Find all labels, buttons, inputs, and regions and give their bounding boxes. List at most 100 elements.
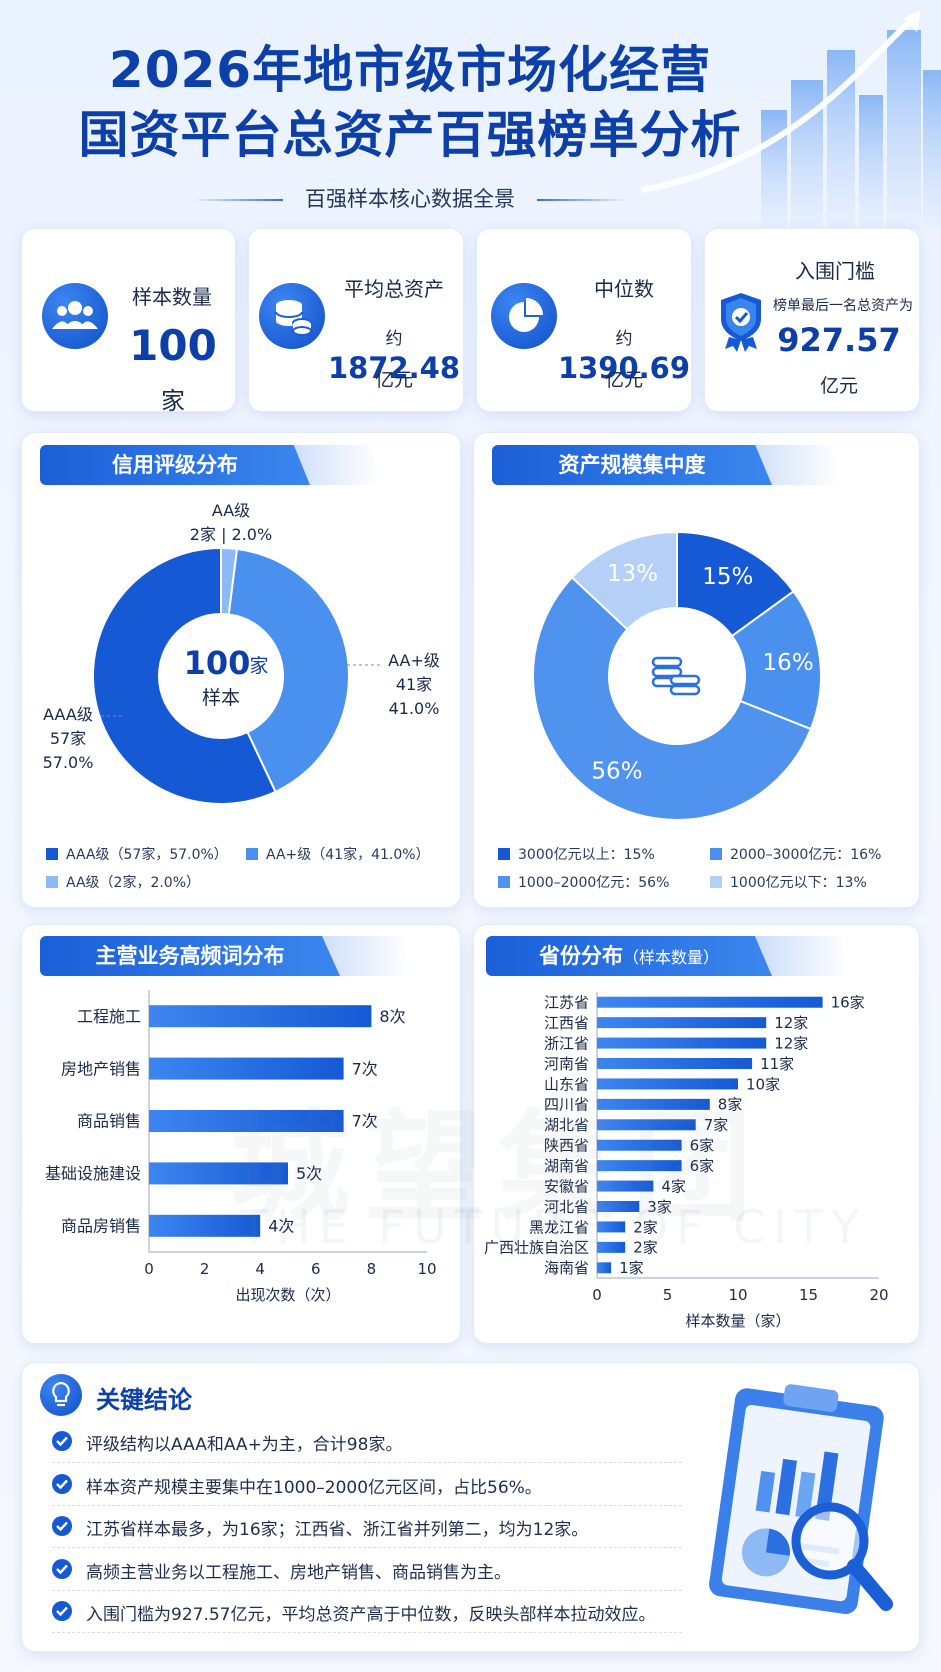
bar — [149, 1162, 288, 1185]
stat-note: 榜单最后一名总资产为 — [773, 298, 913, 314]
asset-scale-donut-chart: 15% 16% 56% 13% — [532, 530, 822, 821]
x-tick-label: 4 — [255, 1260, 265, 1278]
bar-value-label: 8次 — [379, 1007, 405, 1026]
x-tick-label: 20 — [869, 1286, 888, 1304]
donut-slice-0 — [92, 546, 277, 805]
coins-icon — [259, 283, 325, 349]
bar — [597, 1119, 696, 1131]
check-icon — [52, 1558, 72, 1579]
hero-banner: 2026年地市级市场化经营 国资平台总资产百强榜单分析 百强样本核心数据全景 — [0, 0, 941, 230]
check-icon — [52, 1473, 72, 1494]
x-tick-label: 10 — [417, 1260, 436, 1278]
category-label: 湖南省 — [544, 1157, 589, 1175]
x-tick-label: 10 — [728, 1286, 747, 1304]
clipboard-report-illustration — [709, 1384, 893, 1614]
legend-item: 1000–2000亿元：56% — [498, 872, 669, 892]
bar-value-label: 4次 — [268, 1217, 294, 1236]
bar-value-label: 8家 — [718, 1096, 743, 1114]
donut-slice-3 — [570, 530, 678, 631]
slice-label-aaplus: AA+级 — [388, 651, 440, 670]
category-label: 江西省 — [544, 1014, 589, 1032]
slice-count-pct-aa: 2家 | 2.0% — [190, 525, 272, 544]
bar — [149, 1214, 261, 1237]
slice-label-aaa: AAA级 — [43, 705, 93, 724]
conclusion-text: 高频主营业务以工程施工、房地产销售、商品销售为主。 — [86, 1562, 511, 1583]
legend-text: 3000亿元以上：15% — [518, 847, 655, 863]
shield-check-icon — [721, 293, 761, 352]
category-label: 基础设施建设 — [45, 1164, 141, 1183]
category-label: 商品销售 — [77, 1112, 141, 1131]
x-axis-label: 出现次数（次） — [235, 1286, 340, 1304]
category-label: 工程施工 — [77, 1007, 141, 1026]
stat-number: 100 — [129, 321, 217, 370]
page-title-line1: 2026年地市级市场化经营 — [108, 41, 712, 99]
conclusion-text: 样本资产规模主要集中在1000–2000亿元区间，占比56%。 — [86, 1477, 542, 1498]
category-label: 河北省 — [544, 1198, 589, 1216]
bar — [149, 1110, 344, 1132]
category-label: 房地产销售 — [61, 1059, 141, 1078]
credit-rating-donut-chart: 100 家样本 AAA级 57家 57.0% AA+级 41家 41.0% AA级 2家 | 2.… — [43, 501, 440, 805]
subtitle-text: 百强样本核心数据全景 — [305, 187, 515, 211]
bar-value-label: 2家 — [633, 1218, 658, 1236]
bar — [597, 1221, 626, 1233]
bar — [597, 1241, 626, 1253]
conclusions-title: 关键结论 — [96, 1386, 192, 1414]
bar — [597, 1180, 654, 1192]
bar — [597, 1058, 753, 1069]
bar-value-label: 11家 — [760, 1055, 794, 1073]
check-icon — [52, 1601, 72, 1621]
bar-value-label: 7次 — [352, 1059, 378, 1078]
slice-count-aaplus: 41家 — [396, 675, 432, 694]
province-distribution-card — [473, 924, 920, 1344]
bar — [597, 1098, 710, 1110]
bar-value-label: 12家 — [774, 1034, 808, 1052]
section-title-province: 省份分布（样本数量） — [486, 936, 772, 976]
conclusion-text: 评级结构以AAA和AA+为主，合计98家。 — [86, 1435, 403, 1455]
stat-unit: 亿元 — [819, 375, 858, 397]
page-subtitle: 百强样本核心数据全景 — [0, 183, 820, 213]
donut-slice-1 — [730, 589, 822, 731]
donut-center-value: 100 — [184, 644, 251, 682]
bar-value-label: 12家 — [774, 1014, 808, 1032]
conclusion-item: 高频主营业务以工程施工、房地产销售、商品销售为主。 — [52, 1549, 682, 1591]
bar — [597, 1037, 767, 1049]
bar — [149, 1005, 372, 1028]
conclusion-item: 入围门槛为927.57亿元，平均总资产高于中位数，反映头部样本拉动效应。 — [52, 1591, 682, 1633]
section-subtitle-text: （样本数量） — [622, 948, 719, 967]
slice-pct-aaplus: 41.0% — [389, 699, 440, 718]
bar-value-label: 4家 — [661, 1177, 686, 1195]
stat-value: 约1872.48 — [325, 317, 463, 385]
legend-swatch — [246, 848, 258, 860]
x-tick-label: 6 — [311, 1260, 321, 1278]
legend-text: 1000–2000亿元：56% — [518, 875, 670, 891]
legend-swatch — [498, 876, 510, 888]
section-title-business: 主营业务高频词分布 — [40, 936, 340, 976]
stat-number: 927.57 — [777, 321, 901, 359]
section-title-scale: 资产规模集中度 — [492, 445, 772, 485]
bar — [597, 996, 823, 1008]
bar — [597, 1139, 682, 1151]
slice-pct-label: 13% — [607, 561, 658, 587]
legend-text: 1000亿元以下：13% — [730, 875, 867, 891]
stat-label: 入围门槛 — [795, 259, 875, 283]
bar-value-label: 5次 — [296, 1164, 322, 1183]
section-title-text: 省份分布 — [538, 944, 623, 968]
business-keywords-card — [21, 924, 461, 1344]
bar — [597, 1262, 612, 1274]
stat-label: 平均总资产 — [344, 277, 444, 301]
stat-card-average-assets: 平均总资产 约1872.48 亿元 — [248, 228, 464, 412]
category-label: 商品房销售 — [61, 1217, 141, 1236]
stat-label: 中位数 — [594, 277, 654, 301]
coin-stack-icon — [651, 656, 701, 696]
bar-value-label: 7家 — [704, 1116, 729, 1134]
stat-unit: 亿元 — [604, 369, 643, 391]
category-label: 陕西省 — [544, 1137, 589, 1155]
bar-value-label: 3家 — [647, 1198, 672, 1216]
lightbulb-icon — [40, 1374, 82, 1416]
slice-count-aaa: 57家 — [50, 729, 86, 748]
stat-unit-inline: 家 — [161, 387, 185, 415]
stat-value: 100 家 — [118, 321, 228, 419]
stat-label: 样本数量 — [132, 285, 212, 309]
